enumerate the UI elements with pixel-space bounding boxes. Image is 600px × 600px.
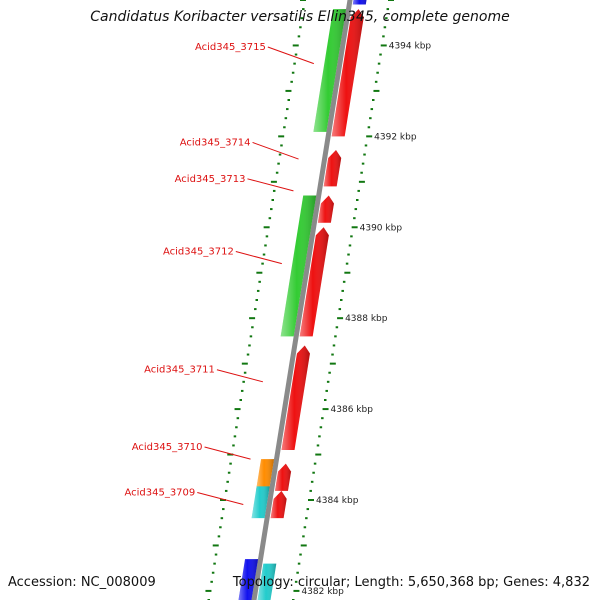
topology-text: Topology: circular; Length: 5,650,368 bp…: [232, 575, 590, 590]
gene-feature-shading: [251, 486, 270, 519]
tick-label: 4386 kbp: [331, 405, 374, 415]
gene-feature-shading: [313, 9, 347, 132]
gene-label-leader: [247, 178, 294, 192]
gene-label-leader: [197, 491, 244, 506]
tick-label: 4390 kbp: [360, 223, 403, 233]
gene-feature-shading: [280, 195, 317, 337]
gene-label-leader: [216, 369, 264, 383]
tick-label: 4394 kbp: [389, 41, 432, 51]
gene-label: Acid345_3711: [144, 365, 215, 376]
gene-label: Acid345_3713: [175, 174, 246, 185]
gene-labels: Acid345_3715 Acid345_3714 Acid345_3713 Acid…: [124, 42, 314, 506]
gene-feature-shading: [331, 9, 364, 137]
tick-label: 4384 kbp: [316, 496, 359, 506]
gene-label-leader: [204, 446, 251, 460]
map-title: Candidatus Koribacter versatilis Ellin34…: [90, 9, 510, 25]
gene-label-leader: [252, 141, 299, 160]
gene-label: Acid345_3710: [132, 442, 203, 453]
tick-label: 4388 kbp: [345, 314, 388, 324]
gene-label-leader: [235, 251, 282, 265]
accession-text: Accession: NC_008009: [8, 575, 156, 590]
gene-label: Acid345_3715: [195, 42, 266, 53]
tick-label: 4392 kbp: [374, 132, 417, 142]
gene-feature-shading: [257, 563, 277, 600]
gene-feature-shading: [255, 459, 275, 491]
gene-label: Acid345_3709: [124, 487, 195, 498]
gene-feature-shading: [238, 559, 259, 600]
genome-backbone: [251, 0, 353, 600]
tick-label: 4382 kbp: [301, 587, 344, 597]
gene-feature-shading: [281, 345, 310, 450]
gene-feature-shading: [299, 227, 329, 337]
gene-label: Acid345_3712: [163, 247, 234, 258]
gene-feature-shading: [323, 150, 342, 187]
gene-features: [238, 0, 367, 600]
gene-feature-shading: [274, 463, 292, 491]
tick-labels: 4394 kbp 4392 kbp 4390 kbp 4388 kbp 4386 kbp…: [301, 41, 431, 596]
gene-feature-shading: [352, 0, 367, 5]
gene-feature-shading: [270, 490, 287, 519]
gene-label-leader: [267, 46, 314, 65]
gene-feature-shading: [317, 195, 334, 223]
gene-label: Acid345_3714: [180, 137, 251, 148]
tick-marks: [205, 0, 394, 600]
